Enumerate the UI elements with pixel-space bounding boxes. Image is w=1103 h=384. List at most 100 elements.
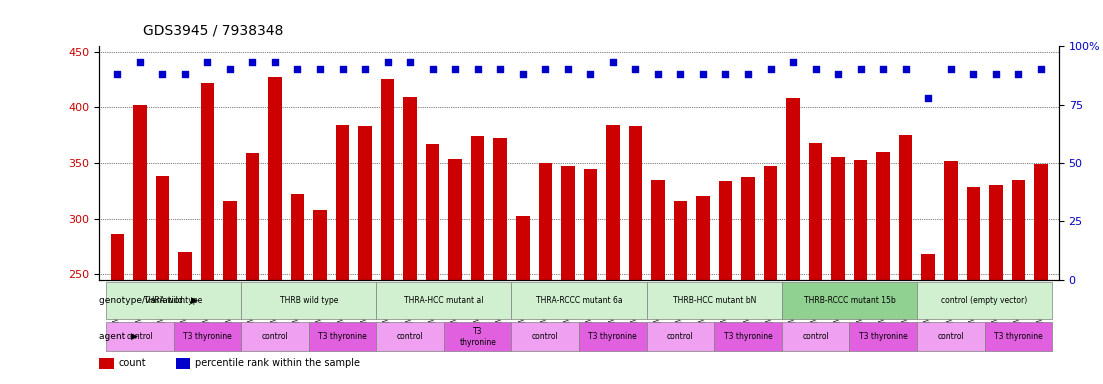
FancyBboxPatch shape (106, 282, 242, 319)
Point (131, 60, 149, 66)
FancyBboxPatch shape (173, 323, 242, 351)
Point (829, 71, 847, 77)
FancyBboxPatch shape (782, 282, 917, 319)
Bar (832, 157, 845, 384)
Bar (966, 187, 981, 384)
Bar (426, 144, 439, 384)
Point (492, 66, 510, 73)
Bar (201, 83, 214, 384)
Point (289, 66, 307, 73)
Point (942, 66, 960, 73)
Bar (944, 161, 957, 384)
FancyBboxPatch shape (646, 323, 715, 351)
Bar (110, 234, 124, 384)
Text: THRB-RCCC mutant 15b: THRB-RCCC mutant 15b (803, 296, 896, 305)
Bar (651, 180, 665, 384)
Point (266, 60, 283, 66)
Text: T3
thyronine: T3 thyronine (459, 327, 496, 347)
FancyBboxPatch shape (849, 323, 917, 351)
FancyBboxPatch shape (376, 323, 443, 351)
Bar (99, 358, 114, 369)
Point (897, 66, 914, 73)
Text: T3 thyronine: T3 thyronine (589, 333, 638, 341)
Point (221, 66, 238, 73)
Text: control: control (397, 333, 424, 341)
Point (672, 71, 689, 77)
Bar (561, 166, 575, 384)
Text: control: control (802, 333, 829, 341)
Bar (335, 125, 350, 384)
FancyBboxPatch shape (242, 282, 376, 319)
Bar (696, 196, 709, 384)
Point (424, 66, 441, 73)
Bar (899, 135, 912, 384)
Text: T3 thyronine: T3 thyronine (183, 333, 232, 341)
Bar (786, 98, 800, 384)
Point (717, 71, 735, 77)
Text: control: control (532, 333, 558, 341)
Text: percentile rank within the sample: percentile rank within the sample (195, 358, 361, 369)
Text: control: control (127, 333, 153, 341)
Text: control: control (261, 333, 288, 341)
Text: control: control (938, 333, 964, 341)
Bar (156, 176, 169, 384)
Point (378, 60, 396, 66)
Point (244, 60, 261, 66)
Text: T3 thyronine: T3 thyronine (318, 333, 367, 341)
FancyBboxPatch shape (646, 282, 782, 319)
Bar (877, 152, 890, 384)
Bar (133, 105, 147, 384)
Bar (246, 153, 259, 384)
Bar (178, 252, 192, 384)
Bar (538, 163, 552, 384)
FancyBboxPatch shape (376, 282, 512, 319)
Bar (223, 201, 237, 384)
Text: T3 thyronine: T3 thyronine (994, 333, 1042, 341)
FancyBboxPatch shape (985, 323, 1052, 351)
Point (199, 60, 216, 66)
Text: control (empty vector): control (empty vector) (942, 296, 1028, 305)
FancyBboxPatch shape (782, 323, 849, 351)
FancyBboxPatch shape (106, 323, 173, 351)
FancyBboxPatch shape (242, 323, 309, 351)
Bar (921, 254, 935, 384)
Point (694, 71, 711, 77)
Text: THRA-HCC mutant al: THRA-HCC mutant al (404, 296, 484, 305)
Bar (583, 169, 597, 384)
Bar (989, 185, 1003, 384)
FancyBboxPatch shape (715, 323, 782, 351)
Point (852, 66, 869, 73)
Point (920, 94, 938, 101)
Bar (629, 126, 642, 384)
Point (987, 71, 1005, 77)
FancyBboxPatch shape (443, 323, 512, 351)
Point (356, 66, 374, 73)
Point (311, 66, 329, 73)
Bar (291, 194, 304, 384)
Bar (763, 166, 778, 384)
Point (604, 60, 622, 66)
Text: THRB wild type: THRB wild type (279, 296, 338, 305)
Bar (471, 136, 484, 384)
FancyBboxPatch shape (512, 282, 646, 319)
Point (108, 71, 126, 77)
Point (1032, 66, 1050, 73)
Point (739, 71, 757, 77)
Text: control: control (667, 333, 694, 341)
Bar (674, 201, 687, 384)
Text: THRA-RCCC mutant 6a: THRA-RCCC mutant 6a (536, 296, 622, 305)
Point (334, 66, 352, 73)
Point (581, 71, 599, 77)
Text: agent  ▶: agent ▶ (99, 333, 138, 341)
Bar (404, 97, 417, 384)
Point (559, 66, 577, 73)
Point (964, 71, 982, 77)
Point (627, 66, 644, 73)
Bar (854, 160, 867, 384)
Bar (1035, 164, 1048, 384)
Bar (176, 358, 191, 369)
FancyBboxPatch shape (917, 282, 1052, 319)
Bar (268, 77, 281, 384)
Text: THRA wild type: THRA wild type (144, 296, 203, 305)
Point (762, 66, 780, 73)
